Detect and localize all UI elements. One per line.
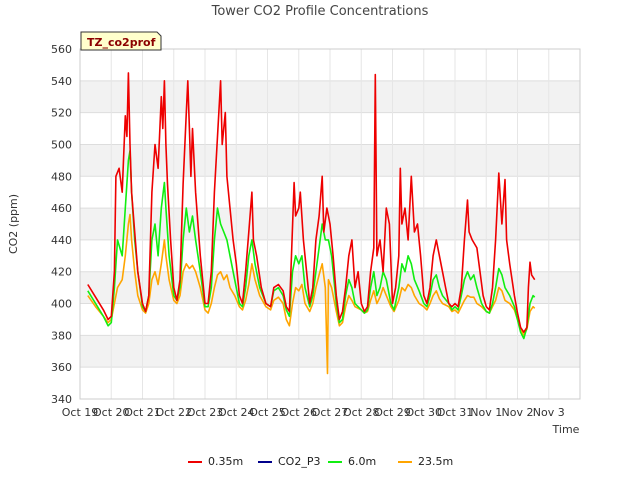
chart-title: Tower CO2 Profile Concentrations (211, 4, 429, 19)
legend-item: 0.35m (188, 455, 243, 468)
x-tick-label: Oct 29 (374, 406, 411, 419)
legend-label: 6.0m (348, 455, 376, 468)
y-tick-label: 500 (51, 138, 72, 151)
y-tick-labels: 340 360 380 400 420 440 460 480 500 520 540 560 (51, 43, 72, 406)
x-axis-title: Time (552, 423, 580, 436)
x-tick-label: Oct 24 (218, 406, 255, 419)
legend: 0.35m CO2_P3 6.0m 23.5m (188, 455, 453, 468)
station-badge-box (80, 31, 162, 51)
x-tick-label: Oct 28 (343, 406, 380, 419)
series-line-23-5m (87, 213, 536, 375)
station-badge: TZ_co2prof (80, 31, 162, 51)
series-lines (87, 72, 536, 375)
x-tick-label: Oct 30 (405, 406, 442, 419)
y-tick-label: 520 (51, 107, 72, 120)
y-tick-label: 440 (51, 234, 72, 247)
y-tick-label: 400 (51, 298, 72, 311)
y-tick-label: 480 (51, 170, 72, 183)
y-tick-label: 380 (51, 329, 72, 342)
legend-label: CO2_P3 (278, 455, 320, 468)
x-tick-label: Oct 27 (312, 406, 349, 419)
plot-frame (79, 48, 581, 400)
y-tick-label: 420 (51, 266, 72, 279)
legend-item: 23.5m (398, 455, 453, 468)
x-tick-label: Oct 22 (155, 406, 192, 419)
x-tick-label: Oct 25 (249, 406, 286, 419)
x-tick-label: Oct 19 (62, 406, 99, 419)
x-tick-label: Nov 3 (533, 406, 565, 419)
station-badge-label: TZ_co2prof (87, 36, 156, 49)
x-tick-label: Oct 21 (124, 406, 161, 419)
x-tick-label: Oct 23 (187, 406, 224, 419)
x-tick-label: Oct 31 (437, 406, 474, 419)
legend-label: 23.5m (418, 455, 453, 468)
legend-label: 0.35m (208, 455, 243, 468)
series-line-6-0m (87, 150, 536, 340)
y-tick-label: 360 (51, 361, 72, 374)
x-tick-label: Oct 26 (280, 406, 317, 419)
y-tick-label: 560 (51, 43, 72, 56)
x-tick-label: Oct 20 (93, 406, 130, 419)
y-tick-label: 540 (51, 75, 72, 88)
y-tick-label: 340 (51, 393, 72, 406)
y-axis-title: CO2 (ppm) (7, 194, 20, 254)
y-tick-label: 460 (51, 202, 72, 215)
legend-item: 6.0m (328, 455, 376, 468)
x-tick-label: Nov 2 (502, 406, 534, 419)
x-tick-label: Nov 1 (470, 406, 502, 419)
legend-item: CO2_P3 (258, 455, 320, 468)
series-line-0-35m (87, 72, 536, 333)
